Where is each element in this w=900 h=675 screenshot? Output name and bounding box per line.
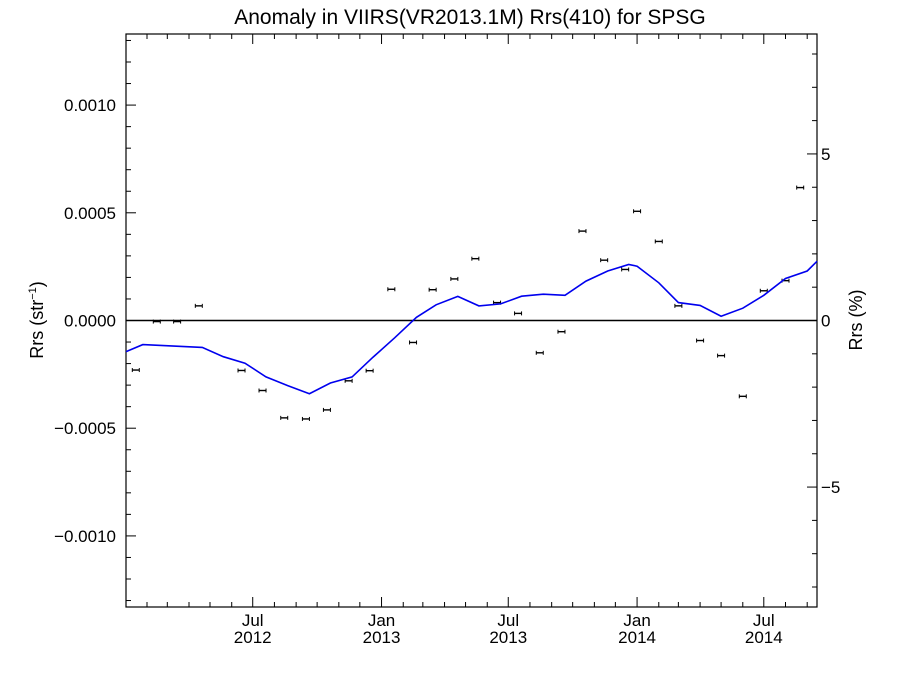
chart-title: Anomaly in VIIRS(VR2013.1M) Rrs(410) for… <box>234 6 706 29</box>
left-tick-label: −0.0005 <box>54 419 116 438</box>
data-point <box>796 185 805 190</box>
left-tick-label: 0.0005 <box>64 204 116 223</box>
x-tick-label-year: 2012 <box>234 628 272 647</box>
data-point <box>258 388 267 393</box>
data-point <box>344 378 353 383</box>
data-point <box>365 368 374 373</box>
data-point <box>152 319 161 324</box>
right-axis-title: Rrs (%) <box>846 290 866 351</box>
data-point <box>696 338 705 343</box>
x-tick-label-month: Jan <box>368 611 395 630</box>
left-axis-title: Rrs (str−1) <box>27 281 47 359</box>
data-point <box>621 267 630 272</box>
right-tick-label: −5 <box>821 478 840 497</box>
tick-labels: 0.00100.00050.0000−0.0005−0.001050−5Jul2… <box>54 96 840 647</box>
data-point <box>428 287 437 292</box>
data-point <box>535 350 544 355</box>
data-point <box>600 258 609 263</box>
left-tick-label: 0.0010 <box>64 96 116 115</box>
right-tick-label: 0 <box>821 312 830 331</box>
data-point <box>194 303 203 308</box>
data-point <box>450 276 459 281</box>
data-point <box>578 229 587 234</box>
data-point <box>759 288 768 293</box>
data-point <box>280 415 289 420</box>
left-tick-label: 0.0000 <box>64 312 116 331</box>
x-tick-label-year: 2013 <box>489 628 527 647</box>
data-series <box>125 185 818 421</box>
data-point <box>633 209 642 214</box>
data-point <box>301 416 310 421</box>
data-point <box>237 368 246 373</box>
data-point <box>173 319 182 324</box>
data-point <box>322 407 331 412</box>
left-tick-label: −0.0010 <box>54 527 116 546</box>
x-tick-label-month: Jul <box>497 611 519 630</box>
data-point <box>717 353 726 358</box>
x-tick-label-year: 2014 <box>618 628 656 647</box>
data-point <box>387 287 396 292</box>
right-tick-label: 5 <box>821 145 830 164</box>
data-point <box>654 239 663 244</box>
data-point <box>131 368 140 373</box>
x-tick-label-year: 2013 <box>363 628 401 647</box>
x-tick-label-month: Jan <box>623 611 650 630</box>
x-tick-label-month: Jul <box>753 611 775 630</box>
data-point <box>674 303 683 308</box>
data-point <box>557 329 566 334</box>
x-tick-label-month: Jul <box>242 611 264 630</box>
left-axis-title-superscript: −1 <box>27 287 39 300</box>
x-tick-label-year: 2014 <box>745 628 783 647</box>
tick-marks <box>126 34 817 607</box>
trend-line <box>125 260 818 395</box>
data-point <box>409 340 418 345</box>
data-point <box>738 394 747 399</box>
data-point <box>514 311 523 316</box>
data-point <box>471 256 480 261</box>
